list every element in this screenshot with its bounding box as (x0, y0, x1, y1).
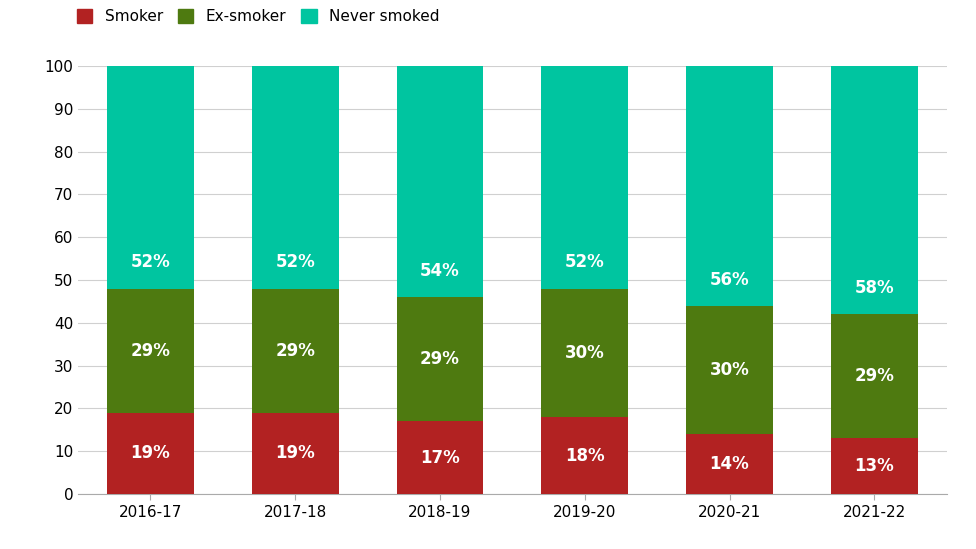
Text: 19%: 19% (131, 445, 171, 462)
Text: 14%: 14% (710, 455, 750, 473)
Text: 29%: 29% (420, 350, 460, 368)
Bar (831, 439, 917, 494)
Text: 30%: 30% (710, 361, 750, 379)
Text: 30%: 30% (565, 344, 605, 362)
Bar (542, 66, 629, 289)
Text: 29%: 29% (854, 367, 894, 385)
Text: 18%: 18% (565, 446, 604, 464)
Text: 17%: 17% (420, 449, 460, 467)
Bar (831, 314, 917, 439)
Bar (831, 66, 917, 314)
Bar (686, 434, 773, 494)
Text: 56%: 56% (710, 271, 750, 289)
Bar (542, 417, 629, 494)
Bar (107, 413, 194, 494)
Bar (252, 413, 339, 494)
Bar (252, 66, 339, 289)
Bar (542, 289, 629, 417)
Bar (396, 421, 483, 494)
Bar (686, 306, 773, 434)
Bar (252, 289, 339, 413)
Text: 52%: 52% (565, 254, 605, 271)
Bar (396, 66, 483, 297)
Legend: Smoker, Ex-smoker, Never smoked: Smoker, Ex-smoker, Never smoked (77, 9, 439, 24)
Text: 19%: 19% (275, 445, 315, 462)
Text: 13%: 13% (854, 457, 894, 475)
Text: 54%: 54% (420, 262, 460, 280)
Bar (396, 297, 483, 421)
Text: 52%: 52% (275, 254, 315, 271)
Bar (686, 66, 773, 306)
Bar (107, 66, 194, 289)
Text: 29%: 29% (275, 341, 315, 360)
Text: 58%: 58% (855, 279, 894, 297)
Text: 29%: 29% (131, 341, 171, 360)
Bar (107, 289, 194, 413)
Text: 52%: 52% (131, 254, 171, 271)
